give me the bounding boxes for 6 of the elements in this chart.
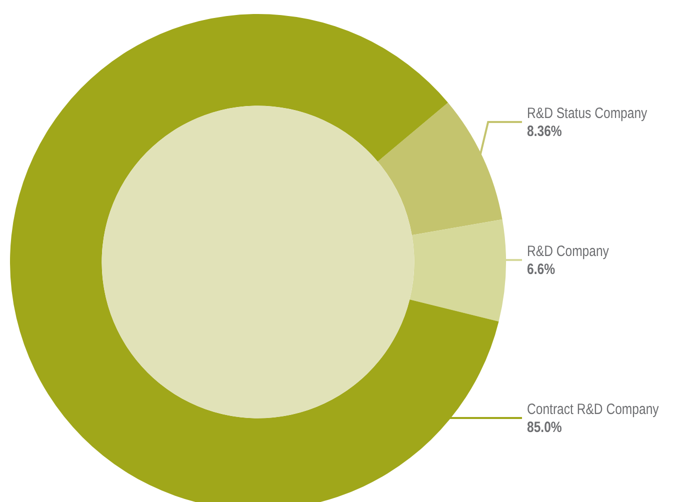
slice-label: R&D Status Company	[527, 104, 648, 122]
slice-label: Contract R&D Company	[527, 400, 659, 418]
data-label: 6.6%	[527, 260, 556, 278]
data-label: 8.36%	[527, 122, 562, 140]
data-label: 85.0%	[527, 418, 562, 436]
slice-label: R&D Company	[527, 242, 610, 260]
